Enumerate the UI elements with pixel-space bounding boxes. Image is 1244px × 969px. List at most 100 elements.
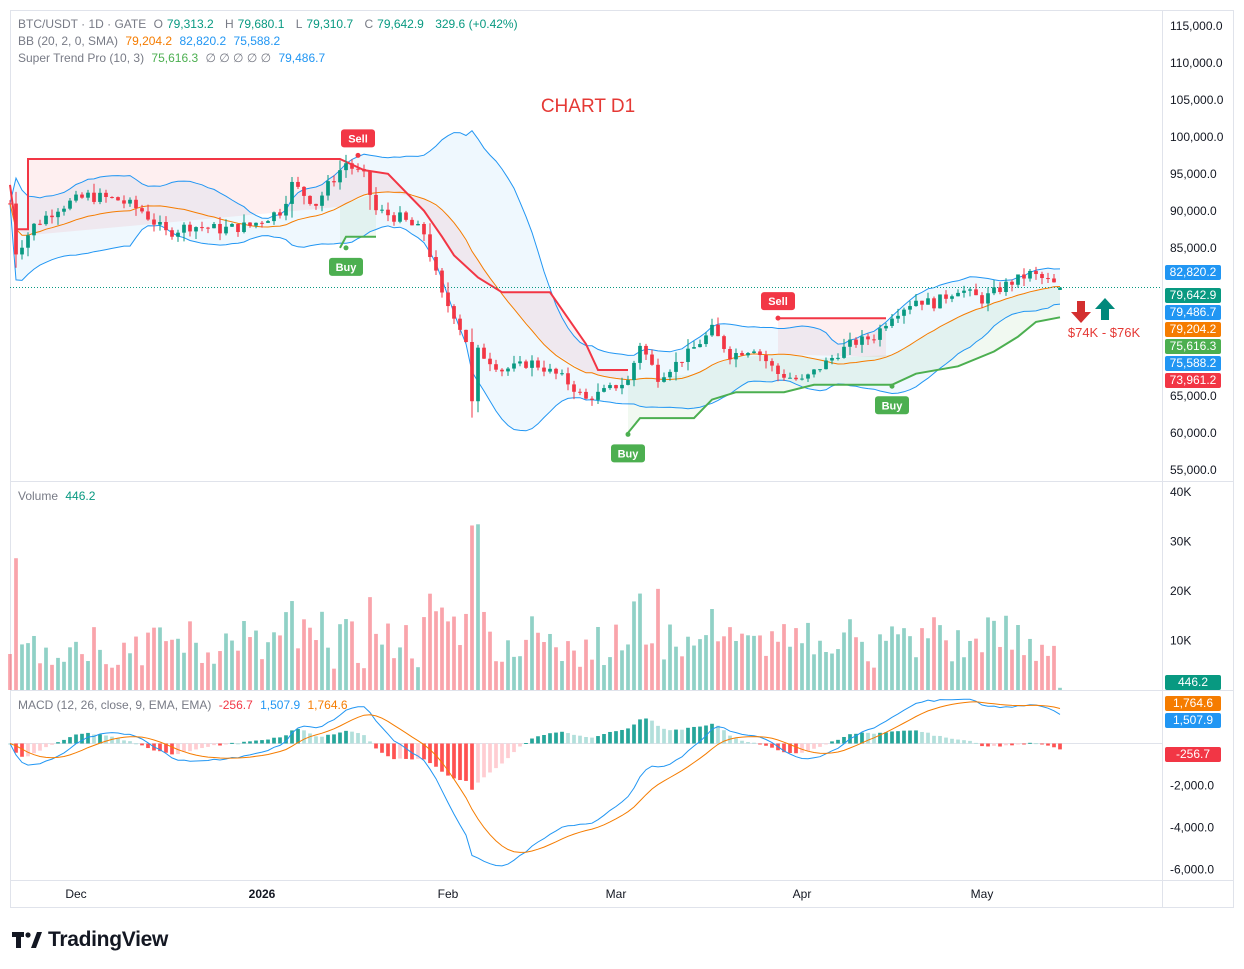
volume-bar [482, 611, 486, 690]
candle-body [536, 360, 540, 368]
macd-histogram-bar [20, 743, 24, 757]
supertrend-value2: 79,486.7 [278, 51, 326, 65]
candle [734, 348, 738, 368]
macd-pane [8, 698, 1162, 867]
ohlc-high: H 79,680.1 [224, 17, 285, 31]
macd-histogram-bar [896, 731, 900, 744]
candle [800, 374, 804, 381]
candle [824, 357, 828, 370]
volume-bar [1052, 645, 1056, 690]
candle-body [914, 300, 918, 307]
price-tag: 79,486.7 [1165, 305, 1221, 320]
signal-dot [625, 431, 631, 437]
candle [482, 343, 486, 360]
volume-bar [86, 661, 90, 690]
candle [254, 222, 258, 229]
macd-histogram-bar [398, 743, 402, 759]
candle-body [68, 200, 72, 209]
candle [866, 333, 870, 345]
volume-bar [38, 663, 42, 690]
candle [272, 211, 276, 225]
volume-bar [188, 621, 192, 690]
candle-body [1010, 281, 1014, 285]
candle-body [782, 373, 786, 378]
candle [692, 341, 696, 349]
candle [878, 324, 882, 347]
volume-bar [248, 637, 252, 690]
macd-histogram-bar [554, 732, 558, 744]
candle-body [482, 347, 486, 359]
volume-bar [92, 627, 96, 690]
candle [890, 314, 894, 329]
candle-body [800, 378, 804, 380]
macd-histogram-bar [254, 740, 258, 744]
tradingview-logo[interactable]: TradingView [12, 927, 168, 953]
macd-histogram-bar [842, 736, 846, 744]
candle-body [524, 361, 528, 368]
candle [1004, 278, 1008, 296]
candle [566, 367, 570, 391]
candle-body [566, 373, 570, 385]
volume-bar [590, 659, 594, 690]
volume-bar [656, 588, 660, 690]
macd-histogram-bar [1034, 743, 1038, 745]
macd-histogram-bar [680, 729, 684, 744]
candle-body [212, 223, 216, 229]
candle [698, 339, 702, 348]
buy-signal[interactable]: Buy [875, 383, 909, 415]
volume-bar [68, 647, 72, 690]
signal-dot [355, 152, 361, 158]
macd-histogram-bar [452, 743, 456, 779]
symbol-name[interactable]: BTC/USDT · 1D · GATE [18, 17, 147, 31]
candle-body [374, 194, 378, 211]
macd-histogram-bar [194, 743, 198, 750]
buy-signal[interactable]: Buy [611, 431, 645, 463]
macd-histogram-bar [1046, 743, 1050, 746]
candle [440, 267, 444, 298]
candle-body [602, 388, 606, 392]
volume-bar [938, 625, 942, 690]
candle-body [470, 342, 474, 402]
x-tick-label: May [971, 887, 994, 901]
candle-body [968, 289, 972, 291]
buy-signal[interactable]: Buy [329, 245, 363, 276]
macd-histogram-bar [146, 743, 150, 749]
candle-body [488, 358, 492, 365]
volume-bar [296, 648, 300, 690]
y-tick-label: -6,000.0 [1170, 863, 1214, 877]
macd-histogram-bar [746, 742, 750, 744]
bb-legend[interactable]: BB (20, 2, 0, SMA) 79,204.2 82,820.2 75,… [18, 34, 284, 48]
macd-legend[interactable]: MACD (12, 26, close, 9, EMA, EMA) -256.7… [18, 698, 352, 712]
volume-bar [8, 654, 12, 690]
volume-bar [896, 634, 900, 690]
candle-body [440, 270, 444, 293]
candle-body [248, 222, 252, 226]
volume-bar [140, 665, 144, 690]
candle-body [992, 287, 996, 294]
macd-histogram-bar [200, 743, 204, 749]
candle [782, 369, 786, 381]
symbol-legend[interactable]: BTC/USDT · 1D · GATE O 79,313.2 H 79,680.1… [18, 17, 522, 31]
candle [416, 220, 420, 226]
candle [758, 349, 762, 362]
macd-signal-line [9, 701, 1061, 853]
macd-histogram-bar [650, 720, 654, 744]
volume-bar [440, 607, 444, 690]
sell-signal[interactable]: Sell [341, 129, 375, 158]
supertrend-legend[interactable]: Super Trend Pro (10, 3) 75,616.3 ∅ ∅ ∅ ∅… [18, 51, 329, 65]
candle-body [32, 223, 36, 236]
macd-histogram-bar [362, 735, 366, 744]
candle [662, 372, 666, 383]
volume-bar [692, 645, 696, 690]
candle-body [704, 335, 708, 345]
volume-bar [860, 641, 864, 690]
macd-histogram-bar [158, 743, 162, 752]
sell-signal[interactable]: Sell [761, 292, 795, 321]
volume-bar [632, 601, 636, 690]
candle-body [596, 391, 600, 400]
volume-legend[interactable]: Volume 446.2 [18, 489, 99, 503]
candle-body [434, 257, 438, 271]
candle [392, 212, 396, 226]
signal-label: Buy [618, 448, 640, 460]
